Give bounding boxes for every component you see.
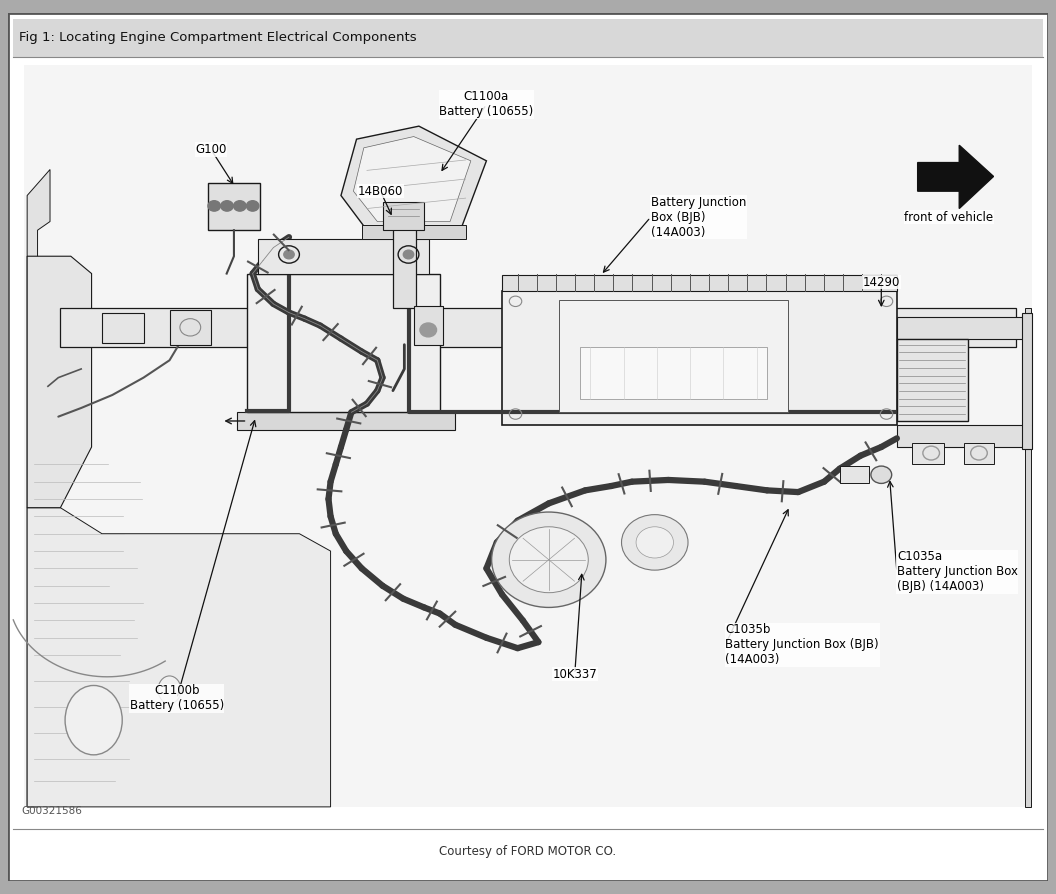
Circle shape (284, 250, 295, 259)
Circle shape (221, 201, 233, 211)
Circle shape (246, 201, 259, 211)
Polygon shape (27, 257, 92, 508)
Ellipse shape (65, 686, 122, 755)
FancyBboxPatch shape (258, 239, 430, 274)
FancyBboxPatch shape (414, 306, 442, 345)
Text: front of vehicle: front of vehicle (904, 211, 994, 224)
FancyBboxPatch shape (964, 443, 994, 464)
Circle shape (403, 250, 414, 259)
FancyBboxPatch shape (897, 339, 967, 421)
Polygon shape (1024, 308, 1031, 807)
Polygon shape (1021, 313, 1032, 449)
FancyBboxPatch shape (24, 65, 1032, 807)
FancyBboxPatch shape (840, 466, 869, 484)
Polygon shape (897, 426, 1026, 447)
Circle shape (871, 466, 891, 484)
FancyBboxPatch shape (502, 275, 897, 291)
Text: C1100a
Battery (10655): C1100a Battery (10655) (439, 90, 533, 119)
Ellipse shape (158, 676, 181, 704)
Polygon shape (27, 508, 331, 807)
Text: G00321586: G00321586 (21, 806, 81, 816)
Text: 10K337: 10K337 (552, 668, 597, 680)
Circle shape (420, 323, 436, 337)
FancyBboxPatch shape (102, 313, 144, 343)
Polygon shape (341, 126, 487, 231)
Polygon shape (918, 145, 994, 208)
Text: Courtesy of FORD MOTOR CO.: Courtesy of FORD MOTOR CO. (439, 846, 617, 858)
FancyBboxPatch shape (502, 291, 897, 426)
FancyBboxPatch shape (247, 274, 439, 412)
FancyBboxPatch shape (382, 202, 425, 231)
Text: Fig 1: Locating Engine Compartment Electrical Components: Fig 1: Locating Engine Compartment Elect… (19, 31, 416, 44)
FancyBboxPatch shape (170, 310, 211, 345)
Circle shape (509, 527, 588, 593)
Circle shape (492, 512, 606, 607)
Polygon shape (354, 137, 471, 222)
FancyBboxPatch shape (362, 225, 466, 239)
Text: C1035b
Battery Junction Box (BJB)
(14A003): C1035b Battery Junction Box (BJB) (14A00… (725, 623, 879, 666)
Circle shape (622, 515, 689, 570)
Polygon shape (27, 170, 50, 807)
Circle shape (208, 201, 221, 211)
FancyBboxPatch shape (393, 226, 416, 308)
Text: C1100b
Battery (10655): C1100b Battery (10655) (130, 685, 224, 713)
FancyBboxPatch shape (13, 19, 1043, 57)
Polygon shape (60, 308, 1016, 347)
Circle shape (233, 201, 246, 211)
Text: G100: G100 (195, 143, 227, 156)
FancyBboxPatch shape (912, 443, 944, 464)
Text: 14B060: 14B060 (358, 185, 403, 198)
FancyBboxPatch shape (8, 13, 1048, 881)
Text: Battery Junction
Box (BJB)
(14A003): Battery Junction Box (BJB) (14A003) (650, 196, 746, 239)
Polygon shape (897, 317, 1026, 339)
Circle shape (636, 527, 674, 558)
Text: C1035a
Battery Junction Box
(BJB) (14A003): C1035a Battery Junction Box (BJB) (14A00… (897, 551, 1018, 594)
FancyBboxPatch shape (580, 347, 767, 400)
FancyBboxPatch shape (560, 299, 788, 412)
Polygon shape (237, 412, 455, 430)
Text: 14290: 14290 (863, 275, 900, 289)
FancyBboxPatch shape (208, 182, 260, 231)
